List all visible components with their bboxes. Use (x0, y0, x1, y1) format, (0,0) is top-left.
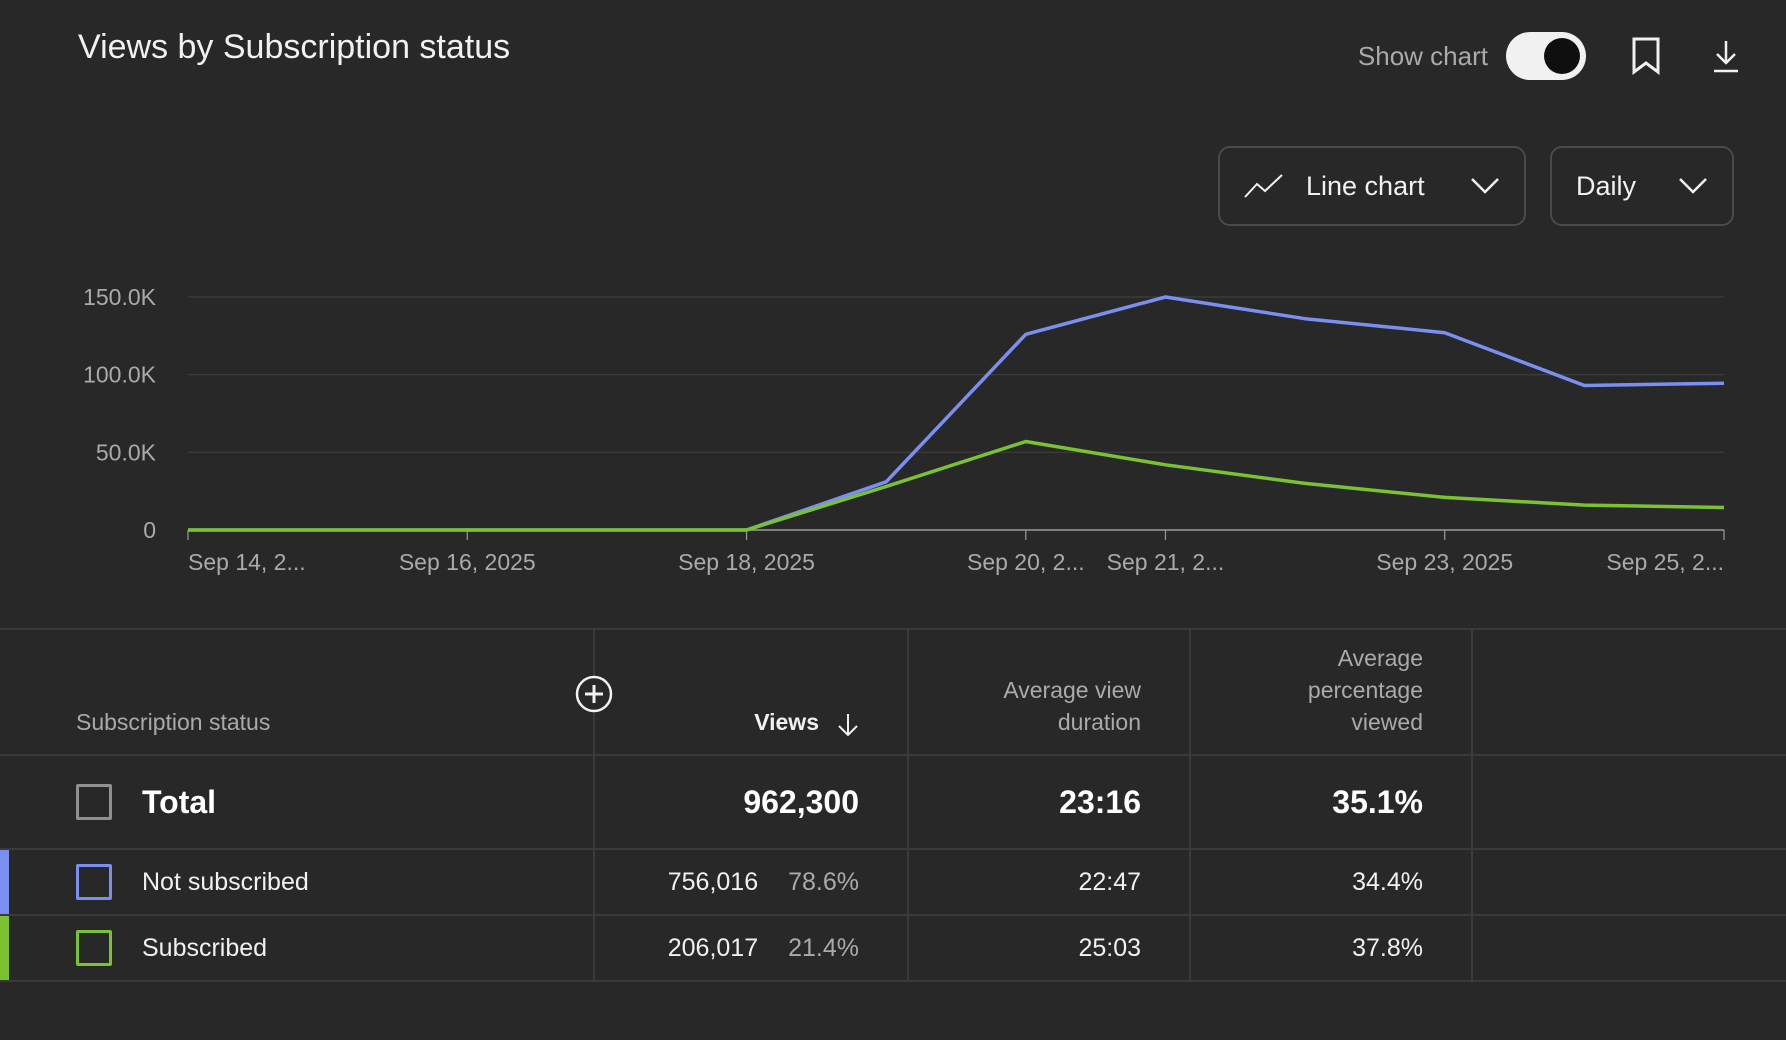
row-avg-pct: 34.4% (1191, 850, 1473, 914)
x-tick-label: Sep 21, 2... (1107, 549, 1225, 575)
column-header-avg-pct-label: Average percentage viewed (1307, 645, 1423, 735)
empty-cell (1473, 756, 1786, 848)
series-color-bar-subscribed (0, 916, 9, 980)
x-tick-label: Sep 25, 2... (1606, 549, 1724, 575)
chevron-down-icon (1470, 177, 1500, 195)
row-label-cell: Not subscribed (0, 850, 595, 914)
series-line-not-subscribed (188, 295, 1725, 532)
x-tick-label: Sep 18, 2025 (678, 549, 815, 575)
total-label-cell: Total (0, 756, 595, 848)
row-avg-duration: 25:03 (909, 916, 1191, 980)
y-tick-label: 50.0K (96, 439, 157, 465)
row-views: 206,017 (667, 933, 759, 962)
table-header-row: Subscription status Views Average view d… (0, 630, 1786, 756)
x-tick-label: Sep 20, 2... (967, 549, 1085, 575)
series-line-subscribed (188, 439, 1725, 532)
table-row: Not subscribed 756,016 78.6% 22:47 34.4% (0, 850, 1786, 916)
series-color-bar-not-subscribed (0, 850, 9, 914)
total-avg-duration: 23:16 (909, 756, 1191, 848)
column-header-views-label: Views (754, 709, 819, 735)
column-header-status-label: Subscription status (76, 709, 271, 735)
page-title: Views by Subscription status (78, 28, 511, 66)
not-subscribed-checkbox[interactable] (76, 864, 112, 900)
table-row-total: Total 962,300 23:16 35.1% (0, 756, 1786, 850)
bookmark-icon (1632, 37, 1660, 75)
line-chart: 0 50.0K 100.0K 150.0K Sep 14, 2... Sep 16, 20… (0, 260, 1786, 590)
column-header-status: Subscription status (0, 630, 613, 754)
y-tick-label: 0 (143, 517, 156, 543)
total-checkbox[interactable] (76, 784, 112, 820)
empty-cell (1473, 850, 1786, 914)
top-actions: Show chart (1358, 32, 1746, 80)
y-tick-label: 150.0K (83, 284, 157, 310)
chart-type-dropdown[interactable]: Line chart (1218, 146, 1526, 226)
y-tick-label: 100.0K (83, 362, 157, 388)
download-button[interactable] (1706, 32, 1746, 80)
column-header-avg-pct[interactable]: Average percentage viewed (1191, 630, 1473, 754)
add-column-icon[interactable] (575, 675, 613, 713)
column-header-avg-duration-label: Average view duration (1003, 677, 1141, 735)
empty-cell (1473, 916, 1786, 980)
total-label: Total (142, 783, 217, 820)
sort-descending-icon (837, 712, 859, 738)
x-tick-label: Sep 23, 2025 (1376, 549, 1513, 575)
toggle-knob (1544, 38, 1580, 74)
subscribed-checkbox[interactable] (76, 930, 112, 966)
column-header-views[interactable]: Views (595, 630, 909, 754)
column-header-avg-duration[interactable]: Average view duration (909, 630, 1191, 754)
row-label: Subscribed (142, 933, 268, 962)
total-views: 962,300 (595, 756, 909, 848)
chart-svg: 0 50.0K 100.0K 150.0K Sep 14, 2... Sep 16, 20… (83, 284, 1725, 575)
row-share: 21.4% (788, 933, 859, 962)
total-avg-pct: 35.1% (1191, 756, 1473, 848)
chart-type-label: Line chart (1306, 170, 1425, 201)
row-views: 756,016 (667, 867, 759, 896)
row-label-cell: Subscribed (0, 916, 595, 980)
show-chart-label: Show chart (1357, 40, 1488, 71)
show-chart-toggle[interactable] (1506, 32, 1586, 80)
row-avg-duration: 22:47 (909, 850, 1191, 914)
x-tick-label: Sep 14, 2... (188, 549, 306, 575)
chevron-down-icon (1678, 177, 1708, 195)
x-tick-label: Sep 16, 2025 (399, 549, 536, 575)
row-avg-pct: 37.8% (1191, 916, 1473, 980)
line-chart-icon (1244, 173, 1284, 199)
bookmark-button[interactable] (1626, 32, 1666, 80)
row-views-cell: 206,017 21.4% (595, 916, 909, 980)
column-header-empty (1473, 630, 1786, 754)
row-share: 78.6% (788, 867, 859, 896)
row-label: Not subscribed (142, 867, 309, 896)
subscription-table: Subscription status Views Average view d… (0, 628, 1786, 982)
table-row: Subscribed 206,017 21.4% 25:03 37.8% (0, 916, 1786, 982)
period-dropdown[interactable]: Daily (1550, 146, 1734, 226)
download-icon (1714, 41, 1738, 73)
row-views-cell: 756,016 78.6% (595, 850, 909, 914)
period-label: Daily (1576, 170, 1637, 201)
